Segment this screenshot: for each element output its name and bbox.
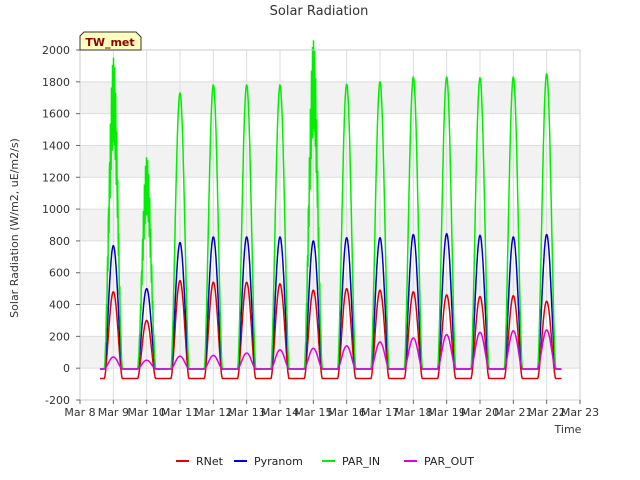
- plot-band: [80, 113, 580, 146]
- x-axis-label: Time: [554, 423, 582, 436]
- plot-band: [80, 272, 580, 305]
- x-tick-label: Mar 20: [461, 406, 499, 419]
- x-tick-label: Mar 18: [394, 406, 432, 419]
- series-line-par-out: [100, 329, 562, 370]
- x-tick-label: Mar 17: [361, 406, 399, 419]
- plot-band: [80, 81, 580, 114]
- plot-band: [80, 304, 580, 337]
- y-tick-label: 0: [63, 362, 70, 375]
- legend-label: PAR_IN: [342, 455, 380, 468]
- badge-shape: [79, 31, 142, 51]
- plot-band: [80, 209, 580, 241]
- legend: RNet Pyranom PAR_IN PAR_OUT: [176, 455, 474, 468]
- series-line-rnet: [100, 279, 562, 380]
- grid-lines: [79, 49, 581, 401]
- badge-label: TW_met: [85, 36, 134, 49]
- plot-frame: [79, 49, 581, 401]
- legend-label: RNet: [196, 455, 224, 468]
- x-tick-label: Mar 11: [161, 406, 199, 419]
- x-tick-label: Mar 13: [228, 406, 266, 419]
- y-tick-label: 400: [49, 299, 70, 312]
- plot-background: [80, 50, 580, 400]
- plot-band: [80, 240, 580, 273]
- x-tick-label: Mar 16: [328, 406, 366, 419]
- plot-band: [80, 336, 580, 369]
- x-tick-label: Mar 14: [261, 406, 299, 419]
- y-tick-label: 1400: [42, 139, 70, 152]
- x-tick-label: Mar 8: [64, 406, 95, 419]
- series-layer: [100, 40, 562, 380]
- plot-band: [80, 50, 580, 82]
- y-tick-label: 1200: [42, 171, 70, 184]
- x-tick-label: Mar 19: [428, 406, 466, 419]
- legend-label: Pyranom: [254, 455, 303, 468]
- y-tick-label: 200: [49, 330, 70, 343]
- plot-band: [80, 145, 580, 178]
- y-tick-label: 2000: [42, 44, 70, 57]
- x-tick-label: Mar 23: [561, 406, 599, 419]
- x-tick-label: Mar 22: [528, 406, 566, 419]
- y-tick-label: 1000: [42, 203, 70, 216]
- y-tick-label: 600: [49, 267, 70, 280]
- legend-label: PAR_OUT: [424, 455, 474, 468]
- y-tick-label: 800: [49, 235, 70, 248]
- chart-title: Solar Radiation: [270, 4, 369, 19]
- station-badge: TW_met: [79, 31, 142, 51]
- y-tick-label: 1800: [42, 76, 70, 89]
- y-tick-label: -200: [45, 394, 70, 407]
- x-tick-label: Mar 15: [294, 406, 332, 419]
- y-axis-ticks: -200 0 200 400 600 800 1000 1200 1400 1600 1800 200…: [42, 44, 80, 407]
- x-tick-label: Mar 21: [494, 406, 532, 419]
- x-tick-label: Mar 12: [194, 406, 232, 419]
- plot-band: [80, 177, 580, 210]
- y-tick-label: 1600: [42, 108, 70, 121]
- plot-band: [80, 368, 580, 400]
- x-tick-label: Mar 9: [98, 406, 129, 419]
- y-axis-label: Solar Radiation (W/m2, uE/m2/s): [8, 138, 21, 318]
- x-tick-label: Mar 10: [128, 406, 166, 419]
